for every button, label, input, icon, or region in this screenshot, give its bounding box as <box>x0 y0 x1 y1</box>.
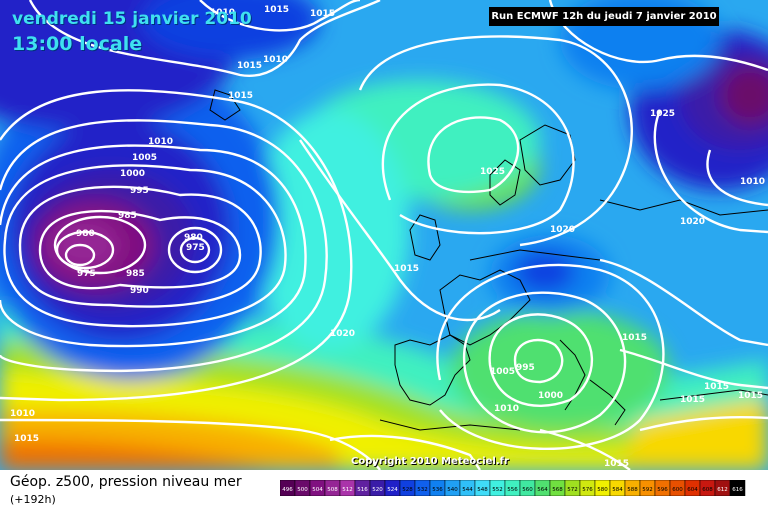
color-scale-tick: 604 <box>687 487 698 493</box>
color-scale-tick: 528 <box>402 487 413 493</box>
pressure-label: 995 <box>516 363 535 373</box>
pressure-label: 1020 <box>330 329 355 339</box>
color-scale-tick: 564 <box>537 487 548 493</box>
pressure-label: 1015 <box>264 5 289 15</box>
pressure-label: 1015 <box>738 391 763 401</box>
color-scale-tick: 612 <box>717 487 728 493</box>
color-scale-tick: 516 <box>357 487 368 493</box>
pressure-label: 1015 <box>310 9 335 19</box>
color-scale-tick: 500 <box>297 487 308 493</box>
pressure-label: 1010 <box>494 404 519 414</box>
run-info-banner: Run ECMWF 12h du jeudi 7 janvier 2010 <box>489 7 719 26</box>
pressure-label: 1010 <box>740 177 765 187</box>
legend-title: Géop. z500, pression niveau mer <box>10 474 242 490</box>
pressure-label: 980 <box>76 229 95 239</box>
isobars <box>0 0 768 470</box>
pressure-label: 1000 <box>538 391 563 401</box>
legend-subtitle: (+192h) <box>10 493 56 506</box>
color-scale-tick: 572 <box>567 487 578 493</box>
color-scale-swatch <box>729 480 746 496</box>
pressure-label: 1000 <box>120 169 145 179</box>
pressure-label: 1005 <box>132 153 157 163</box>
pressure-label: 985 <box>118 211 137 221</box>
color-scale-tick: 540 <box>447 487 458 493</box>
copyright-notice: Copyright 2010 Meteociel.fr <box>351 456 509 467</box>
color-scale-tick: 544 <box>462 487 473 493</box>
pressure-label: 1015 <box>704 382 729 392</box>
color-scale-tick: 560 <box>522 487 533 493</box>
pressure-label: 1015 <box>228 91 253 101</box>
color-scale-tick: 596 <box>657 487 668 493</box>
pressure-label: 1015 <box>680 395 705 405</box>
pressure-label: 1015 <box>604 459 629 469</box>
color-scale-tick: 552 <box>492 487 503 493</box>
color-scale-tick: 556 <box>507 487 518 493</box>
color-scale: 496 500 504 508 512 516 520 524 528 532 536 540 544 5… <box>280 480 746 496</box>
pressure-label: 985 <box>126 269 145 279</box>
forecast-date: vendredi 15 janvier 2010 <box>12 9 252 29</box>
pressure-label: 1020 <box>680 217 705 227</box>
color-scale-tick: 532 <box>417 487 428 493</box>
pressure-label: 975 <box>186 243 205 253</box>
pressure-label: 1015 <box>14 434 39 444</box>
pressure-label: 1010 <box>263 55 288 65</box>
color-scale-tick: 576 <box>582 487 593 493</box>
weather-map: 1010 1015 1015 1010 1015 1015 1010 1005 … <box>0 0 768 470</box>
color-scale-tick: 568 <box>552 487 563 493</box>
color-scale-tick: 600 <box>672 487 683 493</box>
color-scale-tick: 524 <box>387 487 398 493</box>
pressure-label: 975 <box>77 269 96 279</box>
forecast-time: 13:00 locale <box>12 33 143 55</box>
pressure-label: 980 <box>184 233 203 243</box>
color-scale-tick: 548 <box>477 487 488 493</box>
pressure-label: 1010 <box>148 137 173 147</box>
color-scale-tick: 616 <box>732 487 743 493</box>
color-scale-tick: 608 <box>702 487 713 493</box>
color-scale-tick: 580 <box>597 487 608 493</box>
color-scale-tick: 592 <box>642 487 653 493</box>
pressure-label: 1025 <box>650 109 675 119</box>
color-scale-tick: 536 <box>432 487 443 493</box>
color-scale-tick: 496 <box>282 487 293 493</box>
pressure-label: 1005 <box>490 367 515 377</box>
pressure-label: 1010 <box>210 8 235 18</box>
pressure-label: 1010 <box>10 409 35 419</box>
color-scale-tick: 588 <box>627 487 638 493</box>
pressure-label: 995 <box>130 186 149 196</box>
color-scale-tick: 520 <box>372 487 383 493</box>
geopotential-field <box>0 0 768 470</box>
pressure-label: 1020 <box>550 225 575 235</box>
pressure-labels: 1010 1015 1015 1010 1015 1015 1010 1005 … <box>10 5 765 469</box>
pressure-label: 1015 <box>622 333 647 343</box>
color-scale-tick: 584 <box>612 487 623 493</box>
pressure-label: 1015 <box>394 264 419 274</box>
color-scale-tick: 508 <box>327 487 338 493</box>
color-scale-tick: 512 <box>342 487 353 493</box>
pressure-label: 1015 <box>237 61 262 71</box>
pressure-label: 990 <box>130 286 149 296</box>
pressure-label: 1025 <box>480 167 505 177</box>
color-scale-tick: 504 <box>312 487 323 493</box>
